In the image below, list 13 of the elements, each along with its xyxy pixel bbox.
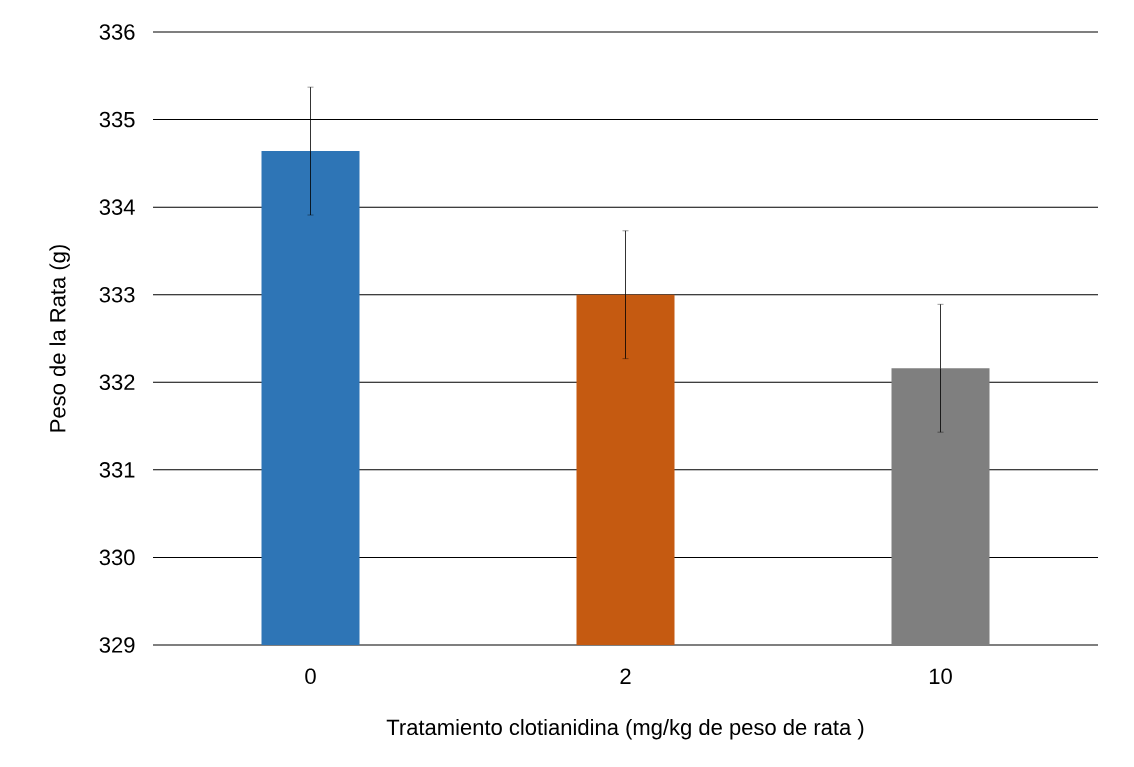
y-tick-label: 331 <box>99 462 135 478</box>
x-tick-label: 2 <box>620 668 631 684</box>
y-tick-label: 333 <box>99 286 135 303</box>
x-axis-title: Tratamiento clotianidina (mg/kg de peso de rata ) <box>386 718 864 740</box>
y-tick-label: 332 <box>99 374 135 391</box>
y-tick-label: 329 <box>99 637 135 653</box>
y-tick-label: 335 <box>99 111 135 128</box>
y-tick-label: 336 <box>99 24 135 40</box>
y-tick-label: 334 <box>99 199 135 215</box>
x-tick-label: 10 <box>929 668 952 685</box>
y-tick-label: 330 <box>99 549 135 566</box>
y-axis-title: Peso de la Rata (g) <box>49 245 70 432</box>
x-tick-label: 0 <box>305 668 316 685</box>
